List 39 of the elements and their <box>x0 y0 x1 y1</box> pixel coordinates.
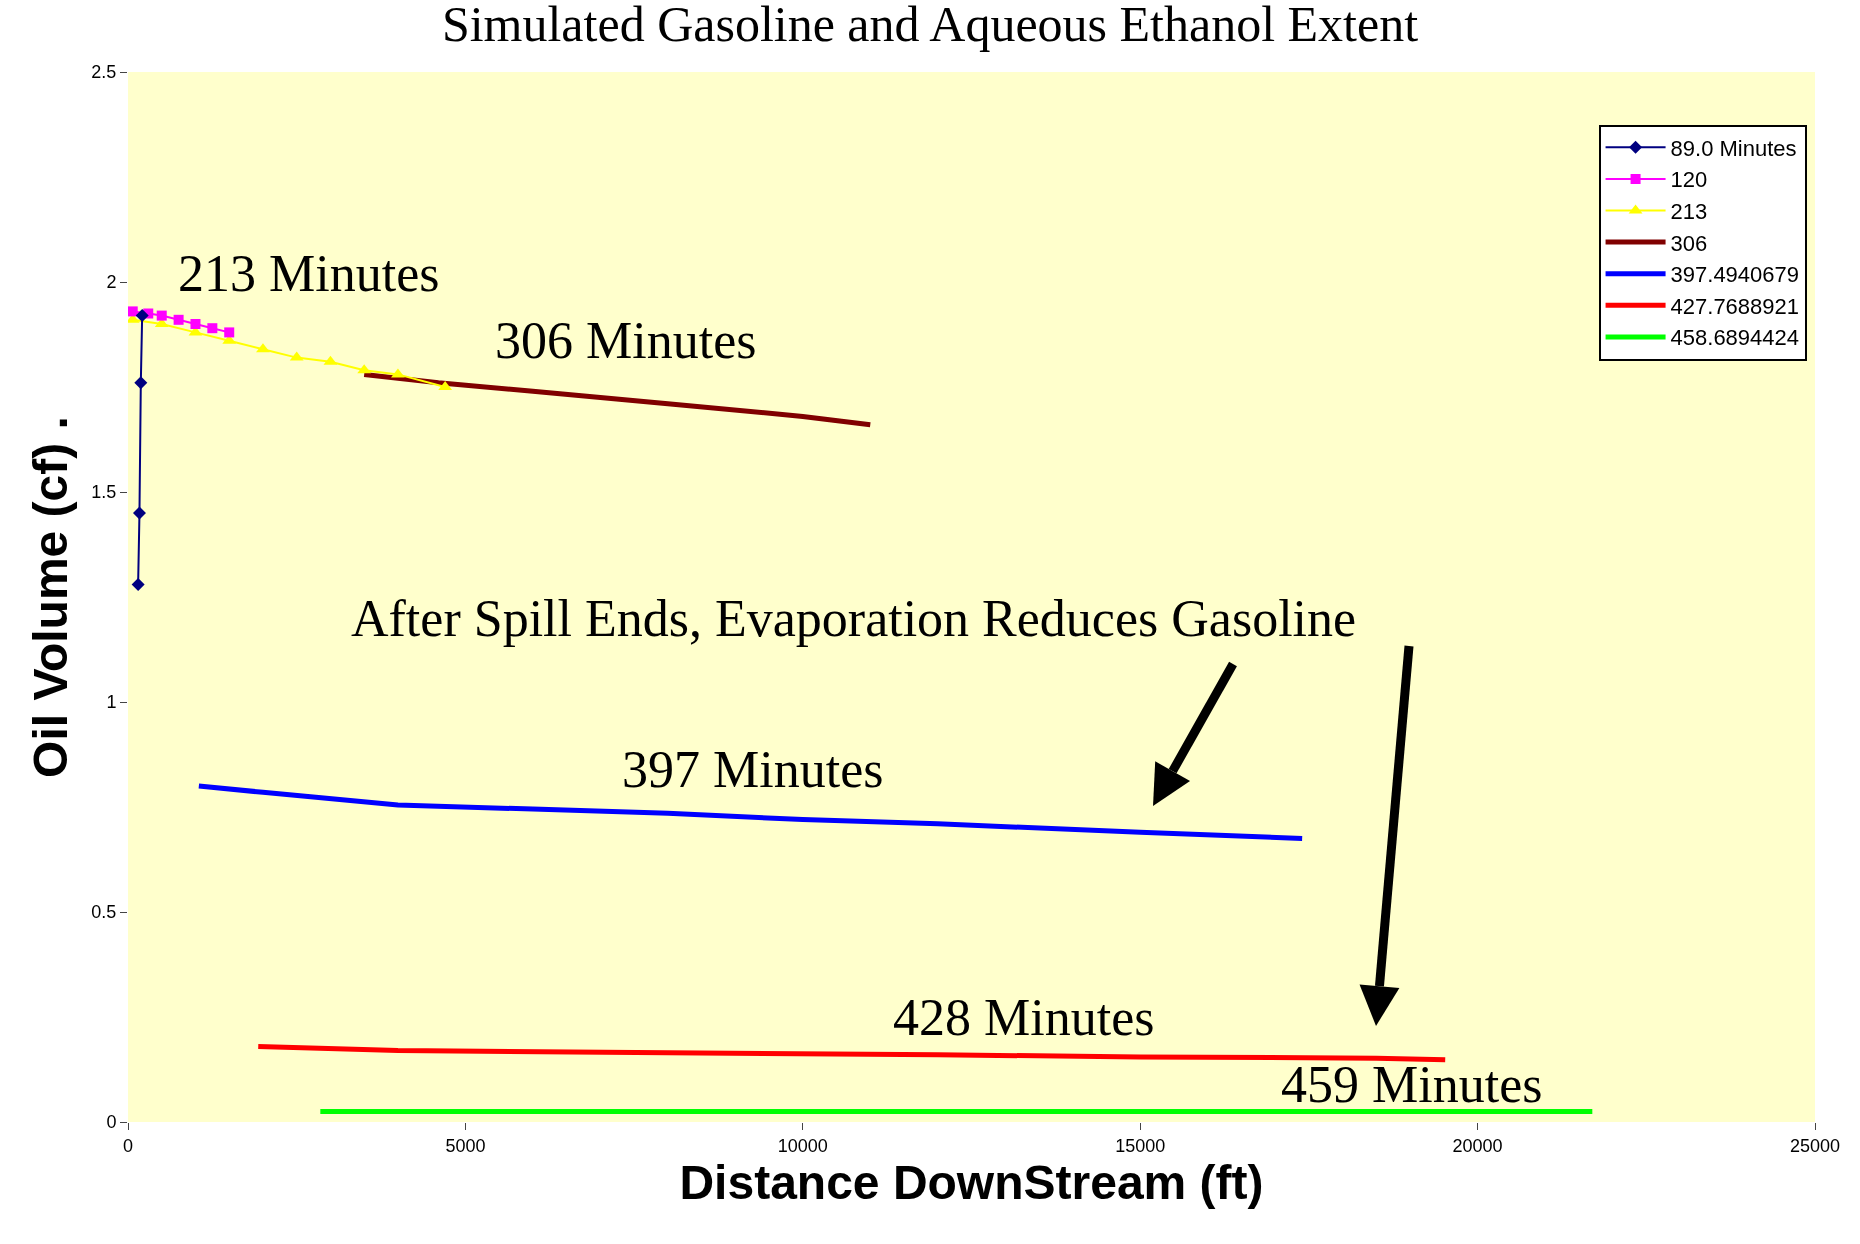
annotation: After Spill Ends, Evaporation Reduces Gasoline <box>351 590 1357 647</box>
y-tick-label: 0.5 <box>91 902 117 923</box>
y-tick-label: 2 <box>106 272 117 293</box>
point <box>190 319 201 329</box>
point <box>173 314 184 325</box>
annotation: 397 Minutes <box>622 741 884 798</box>
y-tick-label: 0 <box>106 1112 117 1133</box>
chart-title: Simulated Gasoline and Aqueous Ethanol Extent <box>441 0 1419 53</box>
y-tick-label: 1.5 <box>91 482 117 503</box>
x-tick-label: 0 <box>122 1135 134 1156</box>
x-tick-label: 10000 <box>777 1135 828 1156</box>
y-axis-title: Oil Volume (cf) . <box>24 416 78 778</box>
x-axis-title: Distance DownStream (ft) <box>679 1155 1264 1209</box>
y-tick-label: 2.5 <box>91 62 117 83</box>
legend-label: 397.4940679 <box>1670 262 1800 288</box>
legend-label: 306 <box>1670 230 1708 256</box>
point <box>207 323 218 334</box>
x-tick-label: 20000 <box>1452 1135 1503 1156</box>
legend-label: 427.7688921 <box>1670 293 1800 319</box>
point <box>132 506 146 520</box>
point <box>256 343 270 353</box>
legend-label: 89.0 Minutes <box>1670 135 1797 161</box>
point <box>224 327 235 338</box>
legend-label: 120 <box>1670 167 1708 193</box>
annotation: 459 Minutes <box>1281 1056 1543 1113</box>
y-tick-label: 1 <box>106 692 117 713</box>
annotation: 306 Minutes <box>495 312 757 369</box>
annotation: 428 Minutes <box>893 989 1155 1046</box>
annotation: 213 Minutes <box>178 245 440 302</box>
legend-label: 458.6894424 <box>1670 325 1800 351</box>
x-tick-label: 15000 <box>1115 1135 1166 1156</box>
x-tick-label: 5000 <box>445 1135 486 1156</box>
point <box>134 376 148 390</box>
point <box>156 310 167 321</box>
point <box>135 309 149 323</box>
point <box>128 306 138 317</box>
point <box>131 577 145 591</box>
x-tick-label: 25000 <box>1789 1135 1841 1156</box>
legend-label: 213 <box>1670 199 1708 225</box>
